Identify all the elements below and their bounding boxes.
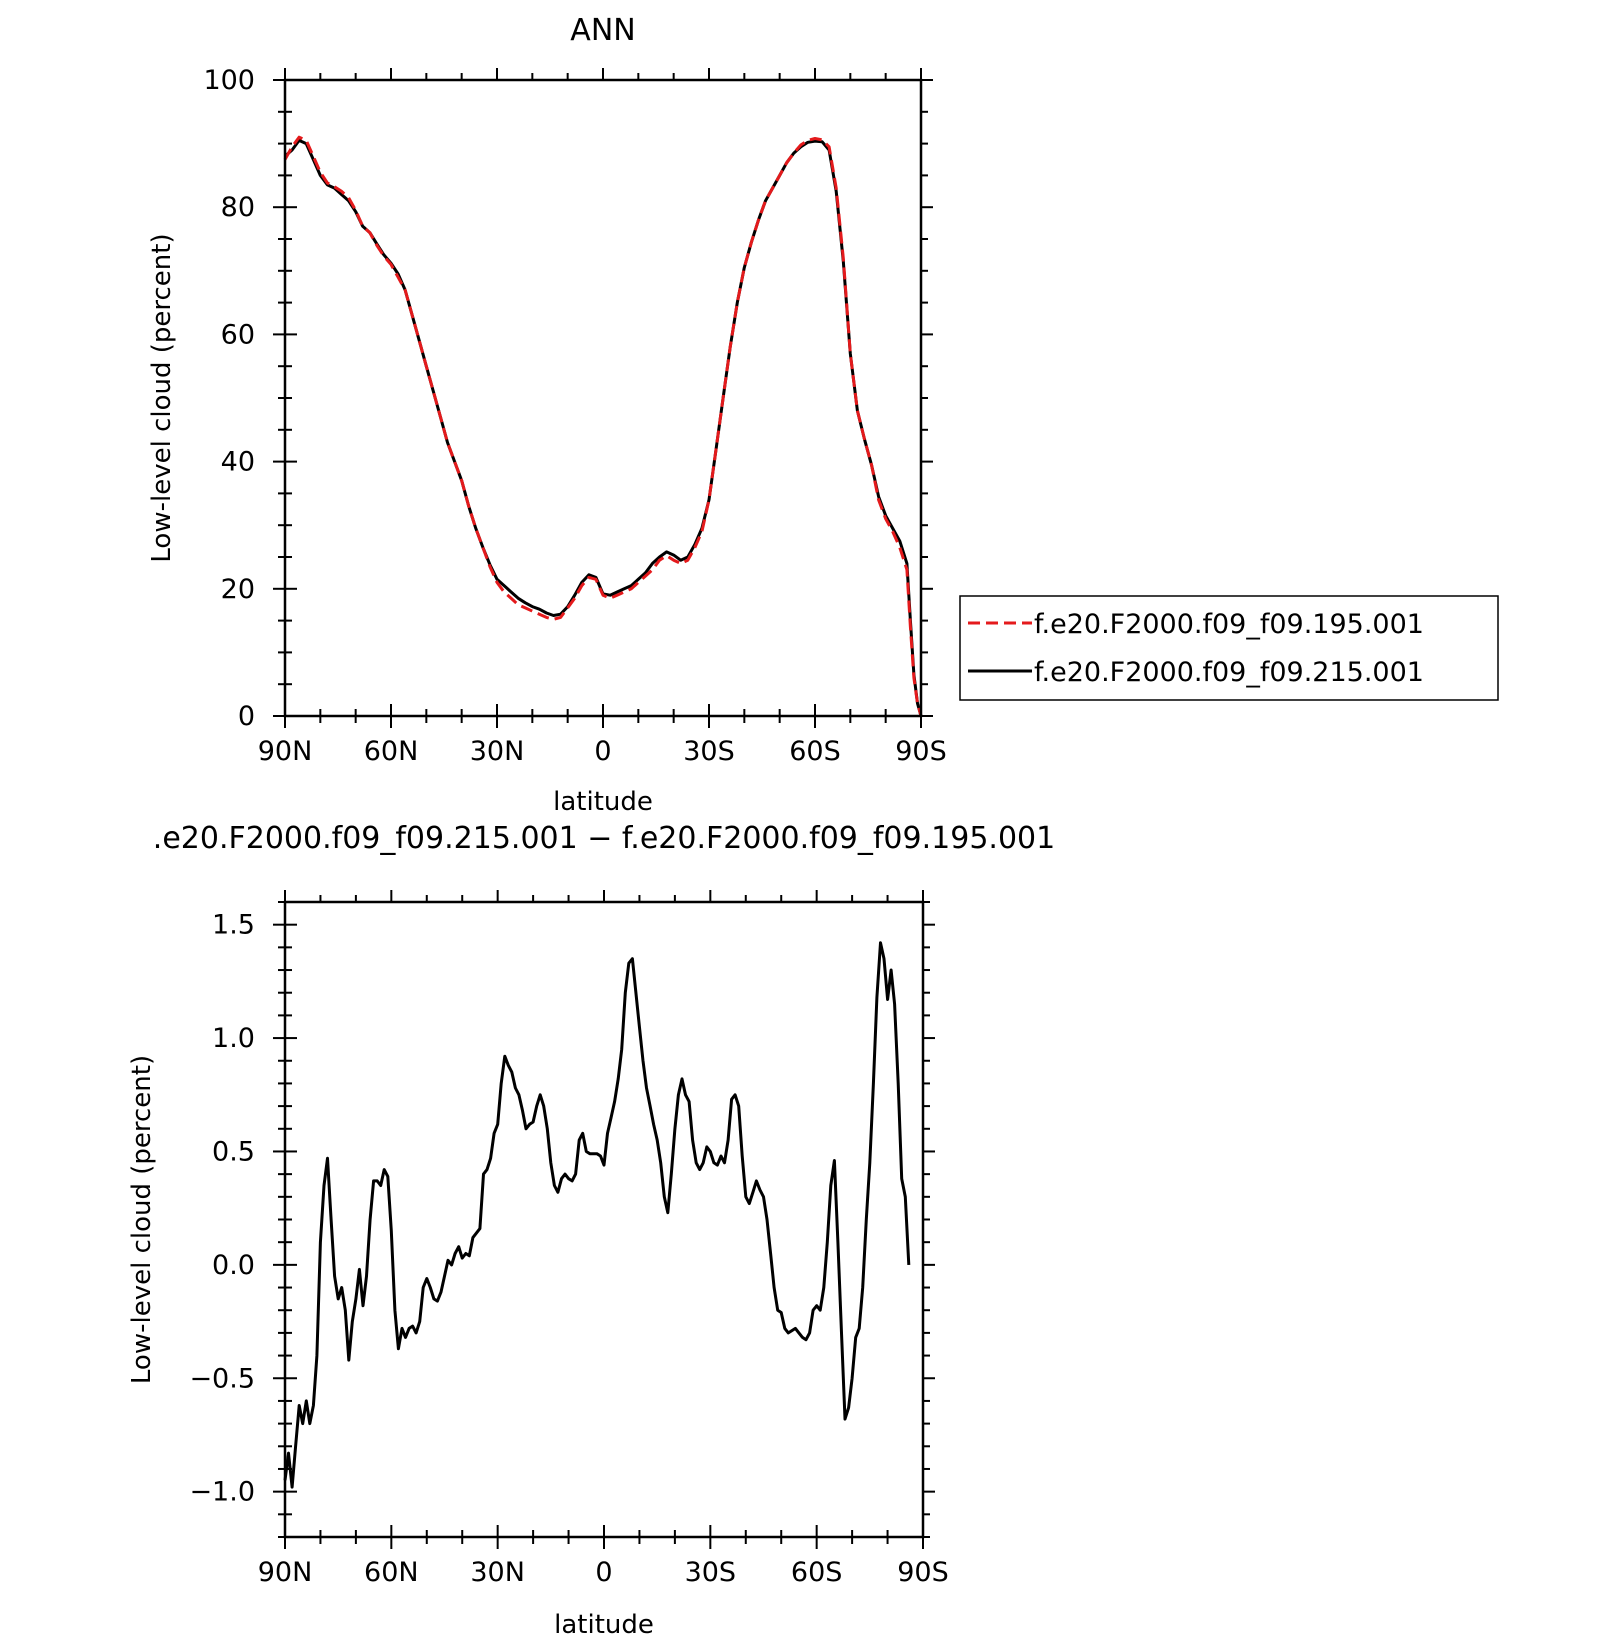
top-x-axis-label: latitude (553, 787, 653, 817)
series-line (283, 941, 911, 1489)
top-chart-lines (283, 135, 923, 717)
bottom-chart-title: .e20.F2000.f09_f09.215.001 − f.e20.F2000… (153, 821, 1055, 856)
top-chart-title: ANN (570, 13, 635, 48)
x-tick-label: 60N (364, 736, 419, 767)
y-tick-label: 40 (221, 447, 255, 478)
bottom-chart: .e20.F2000.f09_f09.215.001 − f.e20.F2000… (127, 821, 1055, 1640)
x-tick-label: 90S (897, 1557, 949, 1588)
x-tick-label: 0 (594, 736, 611, 767)
y-tick-label: 0 (238, 701, 255, 732)
series-line (284, 138, 923, 717)
x-tick-label: 60S (791, 1557, 843, 1588)
x-tick-label: 90N (258, 1557, 313, 1588)
y-tick-label: 100 (203, 65, 255, 96)
x-tick-label: 90N (258, 736, 313, 767)
legend: f.e20.F2000.f09_f09.195.001 f.e20.F2000.… (959, 595, 1499, 701)
top-chart: ANN 90N 60N 30N 0 30S 60S 90S 0 20 40 60 80 100 lati… (147, 13, 947, 817)
x-tick-label: 60S (789, 736, 841, 767)
x-tick-label: 30N (470, 736, 525, 767)
x-tick-label: 30S (685, 1557, 737, 1588)
x-tick-label: 0 (595, 1557, 612, 1588)
legend-entry-195: f.e20.F2000.f09_f09.195.001 (1034, 609, 1424, 640)
x-tick-label: 90S (895, 736, 947, 767)
bottom-chart-ticks: 90N 60N 30N 0 30S 60S 90S −1.0 −0.5 0.0 0.5 1.0 1.5 (189, 890, 949, 1588)
bottom-chart-lines (283, 941, 911, 1489)
series-line (283, 135, 923, 717)
legend-entry-215: f.e20.F2000.f09_f09.215.001 (1034, 657, 1424, 688)
x-tick-label: 30S (683, 736, 735, 767)
bottom-y-axis-label: Low-level cloud (percent) (127, 1055, 157, 1384)
bottom-x-axis-label: latitude (554, 1610, 654, 1640)
top-chart-ticks: 90N 60N 30N 0 30S 60S 90S 0 20 40 60 80 100 (203, 65, 946, 767)
top-y-axis-label: Low-level cloud (percent) (147, 233, 177, 562)
top-plot-frame (283, 78, 923, 718)
y-tick-label: 20 (221, 574, 255, 605)
y-tick-label: 60 (221, 319, 255, 350)
y-tick-label: 80 (221, 192, 255, 223)
y-tick-label: −1.0 (189, 1477, 255, 1508)
y-tick-label: 0.0 (212, 1250, 255, 1281)
y-tick-label: 1.0 (212, 1023, 255, 1054)
legend-box (959, 595, 1499, 701)
y-tick-label: −0.5 (189, 1363, 255, 1394)
x-tick-label: 30N (470, 1557, 525, 1588)
y-tick-label: 1.5 (212, 910, 255, 941)
x-tick-label: 60N (364, 1557, 419, 1588)
y-tick-label: 0.5 (212, 1136, 255, 1167)
